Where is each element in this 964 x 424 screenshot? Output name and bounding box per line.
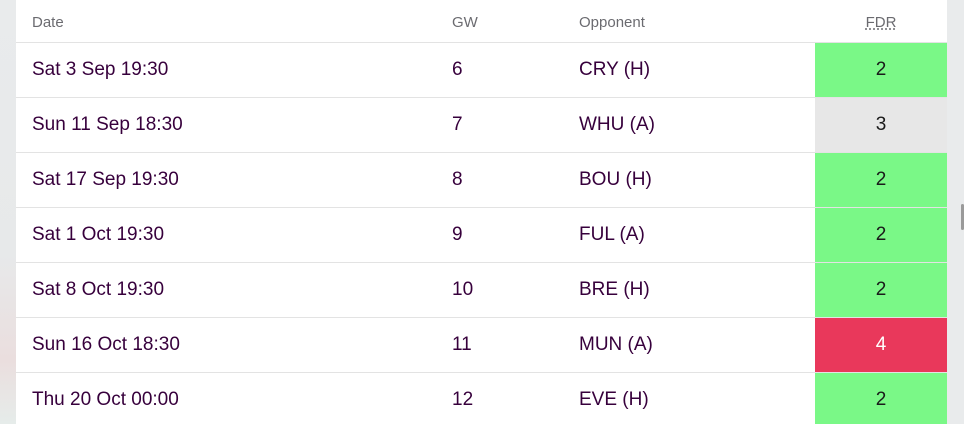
fdr-badge: 4 bbox=[815, 318, 947, 372]
fixtures-table: Date GW Opponent FDR Sat 3 Sep 19:30 6 C… bbox=[16, 0, 947, 424]
column-header-gw: GW bbox=[452, 14, 478, 31]
fixture-date: Sat 17 Sep 19:30 bbox=[32, 169, 179, 190]
table-row: Sun 16 Oct 18:30 11 MUN (A) 4 bbox=[16, 318, 947, 373]
table-row: Sat 17 Sep 19:30 8 BOU (H) 2 bbox=[16, 153, 947, 208]
fixture-gameweek: 9 bbox=[452, 224, 463, 245]
fixture-gameweek: 12 bbox=[452, 389, 474, 410]
fdr-badge: 2 bbox=[815, 263, 947, 317]
fdr-badge: 2 bbox=[815, 43, 947, 97]
table-header: Date GW Opponent FDR bbox=[16, 0, 947, 43]
fixture-gameweek: 6 bbox=[452, 59, 463, 80]
fdr-badge: 2 bbox=[815, 208, 947, 262]
column-header-fdr[interactable]: FDR bbox=[865, 14, 897, 31]
fixture-gameweek: 8 bbox=[452, 169, 463, 190]
fixture-opponent: MUN (A) bbox=[579, 334, 653, 355]
backdrop-left bbox=[0, 0, 16, 424]
table-row: Sat 8 Oct 19:30 10 BRE (H) 2 bbox=[16, 263, 947, 318]
fdr-badge: 2 bbox=[815, 373, 947, 424]
fixture-date: Sun 11 Sep 18:30 bbox=[32, 114, 183, 135]
fixture-gameweek: 7 bbox=[452, 114, 463, 135]
fixture-opponent: BOU (H) bbox=[579, 169, 652, 190]
fixture-gameweek: 10 bbox=[452, 279, 474, 300]
fixture-opponent: FUL (A) bbox=[579, 224, 645, 245]
table-row: Thu 20 Oct 00:00 12 EVE (H) 2 bbox=[16, 373, 947, 424]
fdr-badge: 3 bbox=[815, 98, 947, 152]
fixture-opponent: CRY (H) bbox=[579, 59, 651, 80]
scrollbar-thumb[interactable] bbox=[961, 204, 964, 230]
fixture-date: Sun 16 Oct 18:30 bbox=[32, 334, 180, 355]
table-row: Sun 11 Sep 18:30 7 WHU (A) 3 bbox=[16, 98, 947, 153]
fixture-date: Sat 1 Oct 19:30 bbox=[32, 224, 165, 245]
table-row: Sat 1 Oct 19:30 9 FUL (A) 2 bbox=[16, 208, 947, 263]
fixture-gameweek: 11 bbox=[452, 334, 472, 355]
fdr-badge: 2 bbox=[815, 153, 947, 207]
column-header-date: Date bbox=[32, 14, 64, 31]
column-header-opponent: Opponent bbox=[579, 14, 645, 31]
fixture-opponent: BRE (H) bbox=[579, 279, 650, 300]
fixture-date: Sat 8 Oct 19:30 bbox=[32, 279, 165, 300]
fixture-date: Thu 20 Oct 00:00 bbox=[32, 389, 179, 410]
fixture-opponent: EVE (H) bbox=[579, 389, 649, 410]
table-row: Sat 3 Sep 19:30 6 CRY (H) 2 bbox=[16, 43, 947, 98]
fixture-opponent: WHU (A) bbox=[579, 114, 655, 135]
fixture-date: Sat 3 Sep 19:30 bbox=[32, 59, 169, 80]
backdrop-right bbox=[947, 0, 964, 424]
